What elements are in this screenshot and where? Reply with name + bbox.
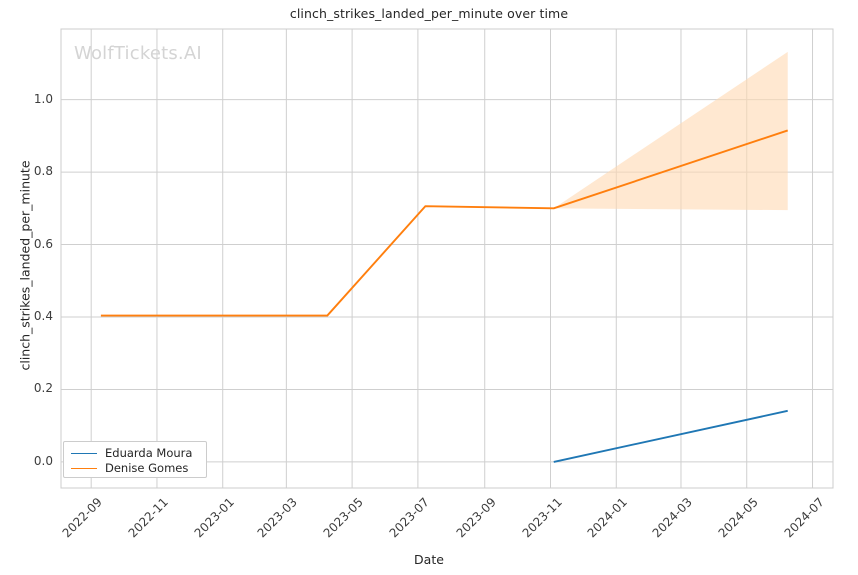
confidence-band-layer — [553, 51, 788, 211]
legend-swatch-eduarda-moura — [71, 452, 97, 454]
watermark: WolfTickets.AI — [74, 43, 202, 64]
legend-label-eduarda-moura: Eduarda Moura — [105, 445, 193, 460]
legend-item-denise-gomes: Denise Gomes — [71, 461, 199, 475]
plot-area-background — [60, 28, 834, 489]
y-tick-0.0: 0.0 — [33, 453, 53, 468]
legend-swatch-denise-gomes — [71, 467, 97, 469]
x-axis-label: Date — [414, 552, 444, 567]
legend-label-denise-gomes: Denise Gomes — [105, 460, 189, 475]
y-tick-1.0: 1.0 — [33, 91, 53, 106]
y-tick-0.4: 0.4 — [33, 309, 53, 323]
x-gridlines — [90, 29, 814, 488]
y-tick-0.2: 0.2 — [33, 381, 53, 396]
y-tick-0.8: 0.8 — [33, 164, 53, 179]
chart-title: clinch_strikes_landed_per_minute over ti… — [289, 6, 569, 21]
chart-legend: Eduarda Moura Denise Gomes — [63, 441, 207, 478]
y-tick-0.6: 0.6 — [33, 236, 53, 251]
legend-item-eduarda-moura: Eduarda Moura — [71, 446, 199, 460]
series-line-layer — [100, 129, 789, 463]
